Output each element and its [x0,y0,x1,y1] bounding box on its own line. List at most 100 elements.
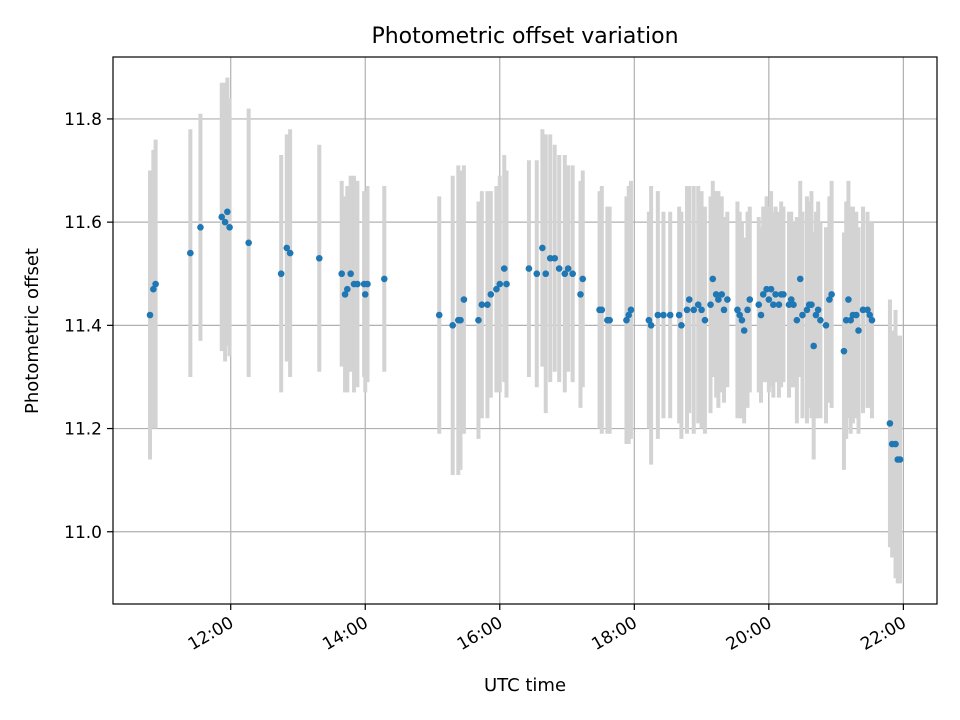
data-point [817,316,824,324]
data-point [852,311,860,319]
data-point [803,306,811,314]
data-point [896,456,904,463]
data-point [828,291,835,298]
y-tick-label: 11.8 [64,110,102,130]
data-point [484,301,491,308]
data-point [277,270,285,278]
y-tick-label: 11.0 [64,523,102,543]
data-point [627,306,635,314]
data-point [840,347,848,355]
data-point [715,296,722,303]
data-point [767,285,775,293]
data-point [226,223,233,231]
data-point [460,296,468,303]
y-tick-label: 11.2 [64,420,102,440]
data-point [354,280,361,288]
data-point [707,301,714,308]
data-point [720,306,728,314]
data-point [698,306,705,314]
data-point [569,270,576,278]
data-point [770,301,777,308]
data-point [744,306,751,314]
data-point [822,322,830,329]
data-point [808,301,815,308]
data-point [683,306,691,314]
data-point [487,291,495,298]
data-point [598,306,606,314]
data-point [551,254,559,262]
data-point [712,291,720,298]
data-point [150,285,157,293]
data-point [660,311,667,319]
data-point [221,218,229,226]
y-tick-label: 11.4 [64,316,102,336]
data-point [694,301,702,308]
data-point [759,291,767,298]
data-point [740,327,748,334]
data-point [845,296,852,303]
data-point [146,311,154,319]
data-point [847,316,854,324]
data-point [892,440,899,448]
data-point [361,291,369,298]
data-point [812,311,820,319]
data-point [341,291,349,298]
data-point [187,249,194,257]
data-point [561,270,569,278]
data-point [701,316,709,324]
data-point [675,311,683,319]
data-point [347,270,354,278]
data-point [690,306,698,314]
data-point [338,270,346,278]
data-point [645,316,653,324]
data-point [245,239,252,247]
data-point [224,208,231,216]
data-point [765,296,773,303]
data-point [793,316,801,324]
data-point [564,265,572,272]
data-point [718,291,726,298]
data-point [775,301,783,308]
data-point [315,254,323,262]
data-point [457,316,464,324]
data-point [197,223,204,231]
data-point [734,306,741,314]
data-point [449,322,456,329]
data-point [746,296,754,303]
data-point [685,296,693,303]
chart-title: Photometric offset variation [371,24,678,49]
y-tick-label: 11.6 [64,213,102,233]
data-point [623,316,630,324]
data-point [606,316,613,324]
data-point [736,311,743,319]
data-point [868,316,876,324]
data-point [533,270,541,278]
data-point [579,275,587,283]
data-point [503,280,510,288]
data-point [724,296,731,303]
data-point [555,265,563,272]
data-point [864,306,871,314]
data-point [678,322,685,329]
data-point [814,306,822,314]
data-point [810,342,817,350]
data-point [772,291,779,298]
data-point [364,280,371,288]
data-point [577,291,584,298]
data-point [790,301,797,308]
data-point [738,316,746,324]
data-point [755,301,763,308]
data-point [525,265,533,272]
data-point [218,213,226,221]
data-point [542,270,550,278]
data-point [666,311,674,319]
plot-frame [112,56,938,605]
data-point [381,275,388,283]
data-point [435,311,443,319]
data-point [654,311,662,319]
data-point [757,311,765,319]
data-point [709,275,717,283]
data-point [625,311,633,319]
data-point [866,311,874,319]
